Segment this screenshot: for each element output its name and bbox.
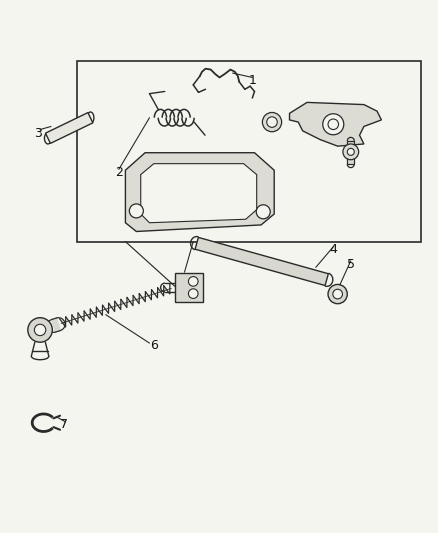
Text: 5: 5 bbox=[346, 258, 354, 271]
Circle shape bbox=[327, 119, 338, 130]
Circle shape bbox=[188, 289, 198, 298]
Circle shape bbox=[34, 324, 46, 336]
Circle shape bbox=[342, 144, 358, 160]
Polygon shape bbox=[194, 237, 328, 286]
Text: 2: 2 bbox=[115, 166, 123, 179]
Circle shape bbox=[188, 277, 198, 286]
Polygon shape bbox=[125, 153, 274, 231]
Circle shape bbox=[327, 285, 346, 304]
Polygon shape bbox=[289, 102, 381, 146]
Polygon shape bbox=[46, 112, 93, 143]
Circle shape bbox=[256, 205, 270, 219]
Circle shape bbox=[266, 117, 277, 127]
Text: 3: 3 bbox=[34, 126, 42, 140]
Polygon shape bbox=[346, 141, 353, 164]
Bar bbox=[174, 272, 203, 302]
Polygon shape bbox=[141, 164, 256, 223]
Text: 4: 4 bbox=[328, 244, 336, 256]
Circle shape bbox=[262, 112, 281, 132]
Text: 7: 7 bbox=[60, 418, 68, 431]
Text: 1: 1 bbox=[248, 74, 256, 87]
Circle shape bbox=[346, 148, 353, 155]
Polygon shape bbox=[52, 318, 60, 332]
Circle shape bbox=[129, 204, 143, 218]
Circle shape bbox=[322, 114, 343, 135]
Circle shape bbox=[28, 318, 52, 342]
Circle shape bbox=[332, 289, 342, 299]
Text: 6: 6 bbox=[150, 339, 157, 352]
